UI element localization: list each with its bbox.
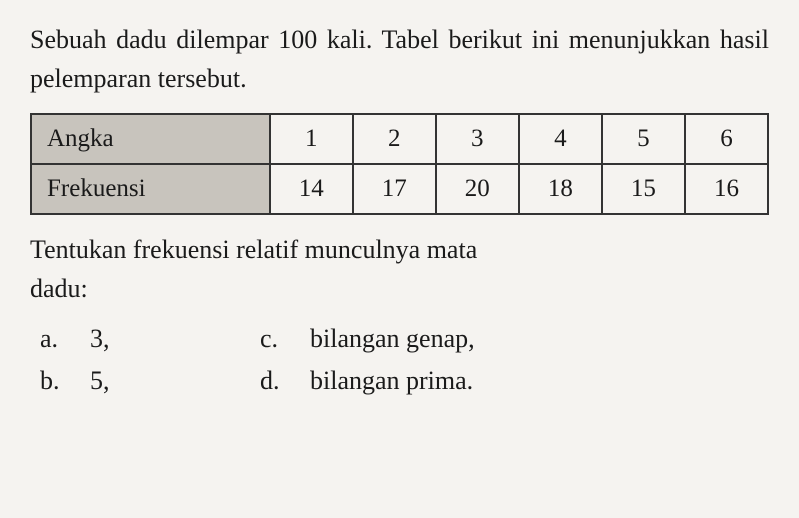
option-a: a. 3, <box>30 318 250 360</box>
option-text-b: 5, <box>90 360 250 402</box>
intro-paragraph: Sebuah dadu dilempar 100 kali. Tabel ber… <box>30 20 769 98</box>
frekuensi-cell: 15 <box>602 164 685 214</box>
option-label-c: c. <box>250 318 310 360</box>
option-label-d: d. <box>250 360 310 402</box>
options-left-column: a. 3, b. 5, <box>30 318 250 401</box>
question-line-1: Tentukan frekuensi relatif munculnya mat… <box>30 235 477 264</box>
table-row: Angka 1 2 3 4 5 6 <box>31 114 768 164</box>
option-b: b. 5, <box>30 360 250 402</box>
row-header-frekuensi: Frekuensi <box>31 164 270 214</box>
table-row: Frekuensi 14 17 20 18 15 16 <box>31 164 768 214</box>
options-container: a. 3, b. 5, c. bilangan genap, d. bilang… <box>30 318 769 401</box>
option-d: d. bilangan prima. <box>250 360 769 402</box>
angka-cell: 6 <box>685 114 768 164</box>
frekuensi-cell: 16 <box>685 164 768 214</box>
frekuensi-cell: 17 <box>353 164 436 214</box>
frequency-table: Angka 1 2 3 4 5 6 Frekuensi 14 17 20 18 … <box>30 113 769 215</box>
question-paragraph: Tentukan frekuensi relatif munculnya mat… <box>30 230 769 308</box>
frekuensi-cell: 18 <box>519 164 602 214</box>
row-header-angka: Angka <box>31 114 270 164</box>
frekuensi-cell: 14 <box>270 164 353 214</box>
angka-cell: 3 <box>436 114 519 164</box>
angka-cell: 4 <box>519 114 602 164</box>
intro-line-1: Sebuah dadu dilempar 100 kali. Tabel ber… <box>30 25 522 54</box>
option-text-a: 3, <box>90 318 250 360</box>
options-right-column: c. bilangan genap, d. bilangan prima. <box>250 318 769 401</box>
angka-cell: 2 <box>353 114 436 164</box>
question-line-2: dadu: <box>30 274 88 303</box>
option-label-b: b. <box>30 360 90 402</box>
angka-cell: 5 <box>602 114 685 164</box>
angka-cell: 1 <box>270 114 353 164</box>
option-c: c. bilangan genap, <box>250 318 769 360</box>
option-text-c: bilangan genap, <box>310 318 769 360</box>
option-label-a: a. <box>30 318 90 360</box>
frekuensi-cell: 20 <box>436 164 519 214</box>
option-text-d: bilangan prima. <box>310 360 769 402</box>
